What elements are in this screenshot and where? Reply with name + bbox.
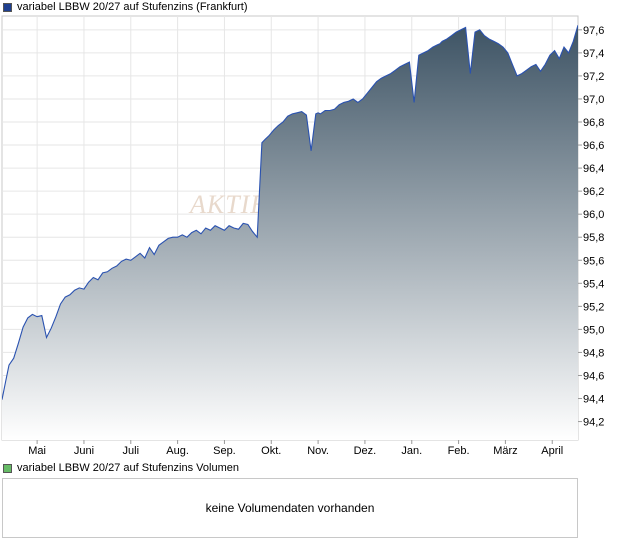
price-legend: variabel LBBW 20/27 auf Stufenzins (Fran… xyxy=(3,0,248,14)
x-tick-label: Okt. xyxy=(261,445,281,457)
x-tick-label: Juli xyxy=(123,445,140,457)
x-tick-label: März xyxy=(493,445,517,457)
no-volume-message: keine Volumendaten vorhanden xyxy=(205,501,375,515)
y-tick-label: 97,2 xyxy=(583,71,604,83)
x-tick-label: Sep. xyxy=(213,445,236,457)
volume-legend: variabel LBBW 20/27 auf Stufenzins Volum… xyxy=(3,461,239,475)
price-series-line xyxy=(2,25,578,400)
y-tick-label: 95,2 xyxy=(583,301,604,313)
y-tick-label: 97,6 xyxy=(583,25,604,37)
x-tick-label: Dez. xyxy=(354,445,377,457)
volume-legend-label: variabel LBBW 20/27 auf Stufenzins Volum… xyxy=(17,462,239,474)
x-tick-label: Feb. xyxy=(448,445,470,457)
price-legend-label: variabel LBBW 20/27 auf Stufenzins (Fran… xyxy=(17,1,248,13)
y-tick-label: 96,2 xyxy=(583,186,604,198)
y-tick-label: 96,4 xyxy=(583,163,604,175)
x-tick-label: Jan. xyxy=(401,445,422,457)
y-tick-label: 95,6 xyxy=(583,255,604,267)
y-tick-label: 94,2 xyxy=(583,417,604,429)
y-tick-label: 95,0 xyxy=(583,324,604,336)
y-tick-label: 97,0 xyxy=(583,94,604,106)
volume-panel: keine Volumendaten vorhanden xyxy=(2,478,578,538)
y-tick-label: 95,4 xyxy=(583,278,604,290)
y-tick-label: 94,4 xyxy=(583,394,604,406)
y-tick-label: 95,8 xyxy=(583,232,604,244)
x-tick-label: Juni xyxy=(74,445,94,457)
y-tick-label: 94,8 xyxy=(583,347,604,359)
y-tick-label: 97,4 xyxy=(583,48,604,60)
y-tick-label: 96,0 xyxy=(583,209,604,221)
x-tick-label: Nov. xyxy=(307,445,329,457)
price-area xyxy=(2,25,578,440)
x-tick-label: April xyxy=(541,445,563,457)
volume-legend-swatch xyxy=(3,463,12,473)
y-tick-label: 96,8 xyxy=(583,117,604,129)
price-legend-swatch xyxy=(3,2,12,12)
price-chart: AKTIEN 94,294,494,694,895,095,295,495,69… xyxy=(1,15,604,457)
y-tick-label: 94,6 xyxy=(583,370,604,382)
x-tick-label: Aug. xyxy=(166,445,189,457)
x-tick-label: Mai xyxy=(28,445,46,457)
y-tick-label: 96,6 xyxy=(583,140,604,152)
